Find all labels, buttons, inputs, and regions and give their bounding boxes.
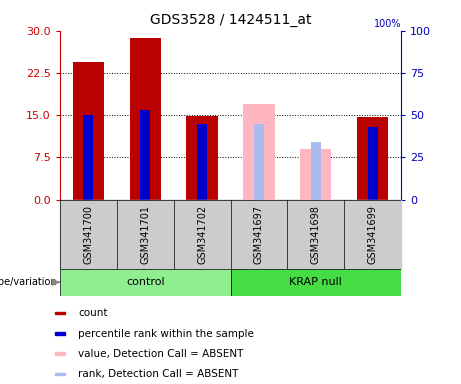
Title: GDS3528 / 1424511_at: GDS3528 / 1424511_at [150, 13, 311, 27]
Bar [357, 117, 388, 200]
Bar [243, 104, 275, 200]
Bar [367, 127, 378, 200]
Text: GSM341697: GSM341697 [254, 205, 264, 264]
Text: genotype/variation: genotype/variation [0, 277, 57, 287]
Bar [300, 149, 331, 200]
Bar [55, 332, 65, 334]
Bar [186, 116, 218, 200]
Text: rank, Detection Call = ABSENT: rank, Detection Call = ABSENT [78, 369, 239, 379]
Bar [83, 115, 94, 200]
Text: 100%: 100% [373, 19, 401, 29]
Bar [73, 62, 104, 200]
Bar [140, 110, 150, 200]
Text: count: count [78, 308, 108, 318]
Text: GSM341698: GSM341698 [311, 205, 321, 264]
Text: GSM341702: GSM341702 [197, 205, 207, 264]
Bar [130, 38, 161, 200]
Bar [311, 142, 321, 200]
Bar [197, 124, 207, 200]
Text: GSM341701: GSM341701 [140, 205, 150, 264]
Text: GSM341700: GSM341700 [83, 205, 94, 264]
Text: value, Detection Call = ABSENT: value, Detection Call = ABSENT [78, 349, 244, 359]
Text: GSM341699: GSM341699 [367, 205, 378, 264]
Bar [55, 372, 65, 375]
Bar [60, 269, 230, 296]
Text: KRAP null: KRAP null [290, 277, 342, 287]
Bar [55, 312, 65, 314]
Bar [254, 124, 264, 200]
Bar [60, 200, 401, 269]
Text: percentile rank within the sample: percentile rank within the sample [78, 329, 254, 339]
Text: control: control [126, 277, 165, 287]
Bar [230, 269, 401, 296]
Bar [55, 353, 65, 355]
